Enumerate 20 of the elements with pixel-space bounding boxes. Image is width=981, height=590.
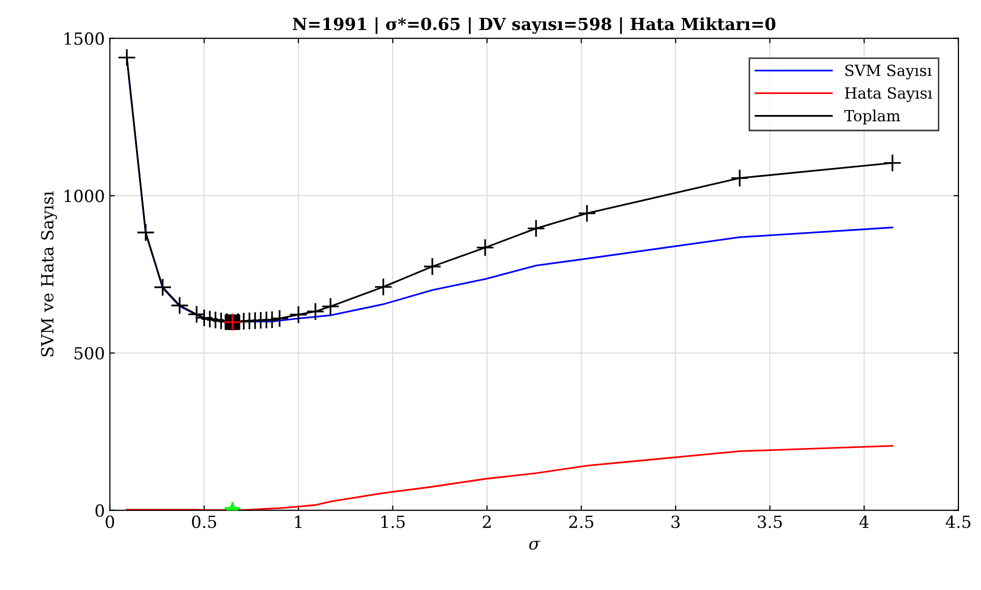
- x-axis-title: σ: [529, 540, 540, 550]
- x-tick-label: 2.5: [569, 516, 594, 528]
- y-tick-label: 1500: [64, 32, 104, 45]
- legend-label: Toplam: [844, 110, 900, 124]
- y-tick-label: 0: [96, 504, 104, 517]
- x-tick-label: 2: [482, 516, 491, 528]
- x-tick-label: 3: [672, 516, 680, 528]
- y-tick-label: 1000: [64, 190, 104, 202]
- x-tick-label: 0: [106, 516, 114, 528]
- legend-label: SVM Sayısı: [845, 64, 932, 80]
- chart-title: N=1991 | σ*=0.65 | DV sayısı=598 | Hata Miktarı=0: [292, 17, 776, 34]
- legend-label: Hata Sayısı: [844, 87, 932, 102]
- x-tick-label: 1: [295, 516, 302, 528]
- y-axis-title: SVM ve Hata Sayısı: [40, 191, 58, 356]
- x-tick-label: 0.5: [192, 516, 216, 528]
- x-tick-label: 1.5: [382, 516, 405, 528]
- y-tick-label: 500: [74, 346, 104, 360]
- x-tick-label: 4: [859, 516, 869, 528]
- x-tick-label: 4.5: [946, 516, 970, 528]
- x-tick-label: 3.5: [758, 516, 782, 528]
